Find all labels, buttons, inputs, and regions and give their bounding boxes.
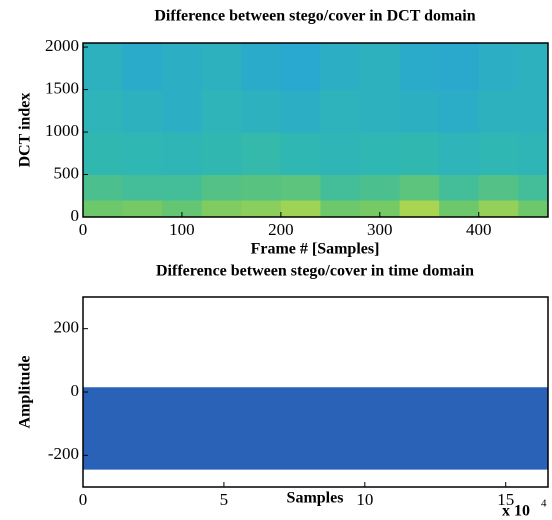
chart-title: Difference between stego/cover in time d… bbox=[156, 263, 474, 280]
heatmap-cell bbox=[478, 89, 519, 133]
heatmap-cell bbox=[360, 200, 401, 218]
x-exponent: 4 bbox=[541, 498, 547, 510]
heatmap-cell bbox=[478, 200, 519, 218]
heatmap-cell bbox=[122, 89, 163, 133]
heatmap-cell bbox=[518, 132, 549, 176]
heatmap-cell bbox=[122, 200, 163, 218]
y-tick-label: 2000 bbox=[45, 36, 79, 55]
heatmap-cell bbox=[280, 200, 321, 218]
y-tick-label: 500 bbox=[54, 163, 80, 182]
heatmap-cell bbox=[399, 200, 440, 218]
heatmap-cell bbox=[478, 174, 519, 201]
heatmap-cell bbox=[280, 89, 321, 133]
heatmap-cell bbox=[439, 200, 480, 218]
x-tick-label: 300 bbox=[367, 220, 393, 239]
heatmap-cell bbox=[399, 174, 440, 201]
heatmap-cell bbox=[162, 132, 203, 176]
heatmap-cell bbox=[83, 89, 124, 133]
heatmap-cell bbox=[162, 174, 203, 201]
heatmap-cell bbox=[122, 132, 163, 176]
amplitude-band bbox=[83, 387, 548, 470]
heatmap-cell bbox=[122, 174, 163, 201]
heatmap-cell bbox=[241, 43, 282, 91]
heatmap-cell bbox=[399, 132, 440, 176]
heatmap-cell bbox=[280, 43, 321, 91]
x-tick-label: 5 bbox=[220, 490, 229, 509]
heatmap-cell bbox=[439, 174, 480, 201]
heatmap-cell bbox=[478, 132, 519, 176]
heatmap-cell bbox=[518, 174, 549, 201]
x-multiplier: x 10 bbox=[502, 503, 530, 520]
axes-frame bbox=[82, 42, 549, 218]
y-tick-label: 1000 bbox=[45, 121, 79, 140]
x-tick-label: 0 bbox=[79, 220, 88, 239]
heatmap-cell bbox=[439, 43, 480, 91]
heatmap-cell bbox=[320, 200, 361, 218]
heatmap-cell bbox=[518, 89, 549, 133]
heatmap-cell bbox=[162, 43, 203, 91]
heatmap-cell bbox=[241, 89, 282, 133]
heatmap-cell bbox=[201, 43, 242, 91]
heatmap-cell bbox=[83, 200, 124, 218]
heatmap-cell bbox=[478, 43, 519, 91]
heatmap-cell bbox=[201, 174, 242, 201]
heatmap-cell bbox=[280, 132, 321, 176]
heatmap-cell bbox=[399, 43, 440, 91]
heatmap-cell bbox=[439, 132, 480, 176]
heatmap-cell bbox=[320, 174, 361, 201]
heatmap-cell bbox=[241, 174, 282, 201]
heatmap-cell bbox=[320, 132, 361, 176]
y-tick-label: 1500 bbox=[45, 78, 79, 97]
heatmap-cell bbox=[241, 200, 282, 218]
heatmap-cell bbox=[360, 174, 401, 201]
x-tick-label: 100 bbox=[169, 220, 195, 239]
heatmap-cell bbox=[83, 132, 124, 176]
y-tick-label: 200 bbox=[54, 318, 80, 337]
heatmap-cell bbox=[201, 132, 242, 176]
heatmap-cell bbox=[241, 132, 282, 176]
x-axis-label: Frame # [Samples] bbox=[251, 241, 380, 258]
heatmap-cell bbox=[201, 89, 242, 133]
y-axis-label: Amplitude bbox=[17, 356, 34, 429]
heatmap-cell bbox=[360, 43, 401, 91]
heatmap-cell bbox=[83, 174, 124, 201]
heatmap-cell bbox=[201, 200, 242, 218]
y-tick-label: 0 bbox=[71, 206, 80, 225]
heatmap-cell bbox=[518, 43, 549, 91]
heatmap-cell bbox=[439, 89, 480, 133]
y-tick-label: -200 bbox=[48, 444, 79, 463]
x-tick-label: 15 bbox=[497, 490, 514, 509]
x-tick-label: 0 bbox=[79, 490, 88, 509]
y-axis-label: DCT index bbox=[17, 93, 34, 168]
heatmap-cell bbox=[320, 43, 361, 91]
heatmap-cell bbox=[320, 89, 361, 133]
y-tick-label: 0 bbox=[71, 381, 80, 400]
x-tick-label: 10 bbox=[356, 490, 373, 509]
heatmap-cell bbox=[83, 43, 124, 91]
heatmap-cell bbox=[280, 174, 321, 201]
heatmap-cell bbox=[162, 200, 203, 218]
heatmap-cell bbox=[122, 43, 163, 91]
heatmap-cell bbox=[399, 89, 440, 133]
chart-title: Difference between stego/cover in DCT do… bbox=[154, 8, 475, 25]
heatmap-cell bbox=[360, 89, 401, 133]
x-tick-label: 200 bbox=[268, 220, 294, 239]
heatmap-cell bbox=[360, 132, 401, 176]
heatmap-cell bbox=[518, 200, 549, 218]
x-axis-label: Samples bbox=[287, 490, 344, 507]
heatmap-cell bbox=[162, 89, 203, 133]
x-tick-label: 400 bbox=[466, 220, 492, 239]
